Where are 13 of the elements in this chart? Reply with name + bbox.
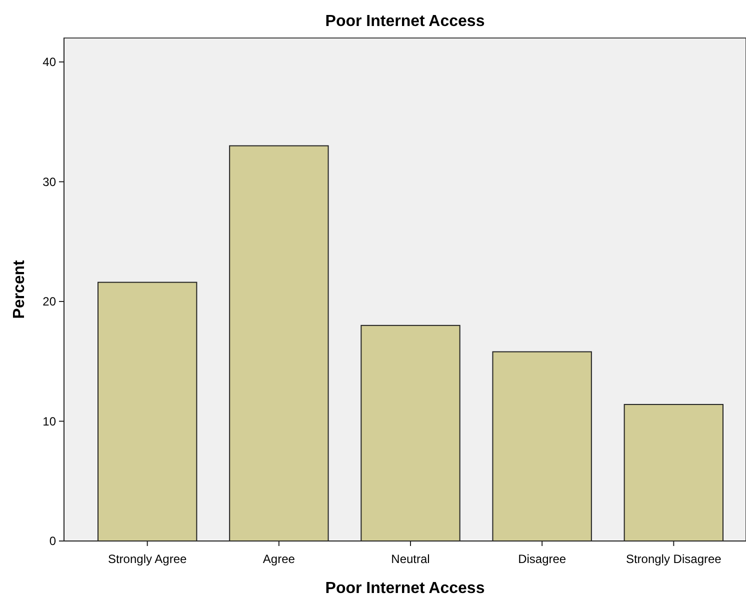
y-tick-label: 0 [49,534,56,548]
y-tick-label: 10 [42,414,56,428]
y-axis-title: Percent [11,259,28,319]
x-tick-label: Disagree [518,552,566,566]
x-tick-label: Neutral [391,552,430,566]
x-tick-label: Agree [262,552,296,566]
y-tick-label: 20 [42,294,56,309]
x-tick-label: Strongly Disagree [626,552,722,566]
chart-title: Poor Internet Access [325,13,485,30]
y-tick-label: 30 [42,174,56,189]
y-tick-label: 40 [42,55,56,70]
x-axis-title: Poor Internet Access [325,580,485,595]
x-tick-label: Strongly Agree [108,552,188,566]
